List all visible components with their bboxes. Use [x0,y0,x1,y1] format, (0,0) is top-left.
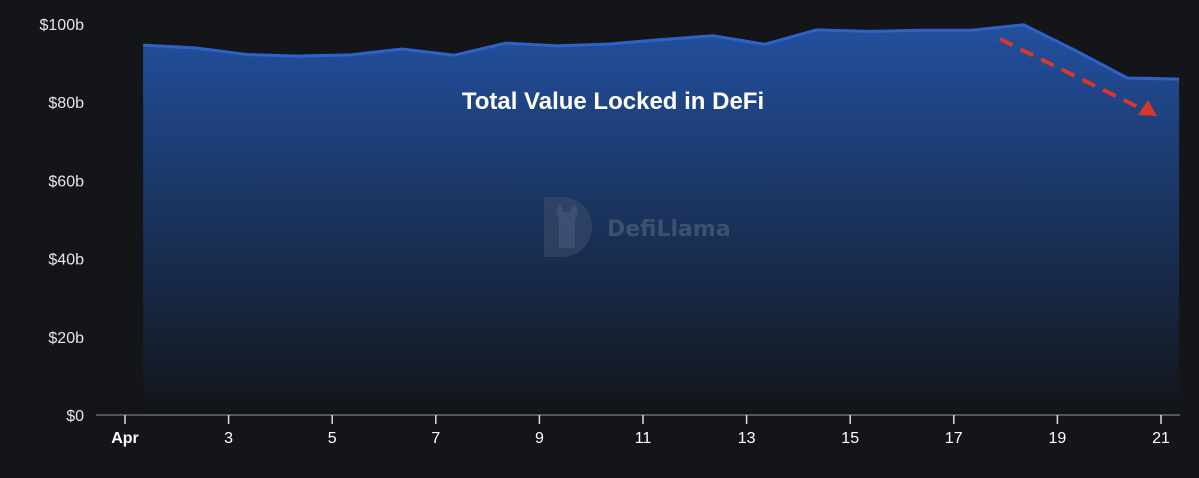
x-tick-label: 3 [224,430,233,447]
y-tick-label: $100b [40,17,85,34]
watermark-text: DefiLlama [607,217,731,242]
x-tick-label: 21 [1152,430,1170,447]
x-tick-label: 7 [431,430,440,447]
y-tick-label: $0 [66,408,84,425]
x-tick-label: 9 [535,430,544,447]
chart-title: Total Value Locked in DeFi [462,88,764,115]
x-tick-label: 11 [635,430,652,447]
trend-arrow [999,37,1157,116]
x-tick-label: 19 [1049,430,1067,447]
watermark-logo: DefiLlama [544,197,731,257]
y-tick-label: $20b [48,330,84,347]
x-tick-label: 17 [945,430,963,447]
x-tick-label: 15 [841,430,859,447]
y-tick-label: $80b [48,95,84,112]
x-tick-label: 5 [328,430,337,447]
x-tick-label: Apr [111,430,139,447]
y-tick-label: $60b [48,173,84,190]
x-tick-label: 13 [738,430,756,447]
y-tick-label: $40b [48,252,84,269]
area-fill [143,24,1180,415]
